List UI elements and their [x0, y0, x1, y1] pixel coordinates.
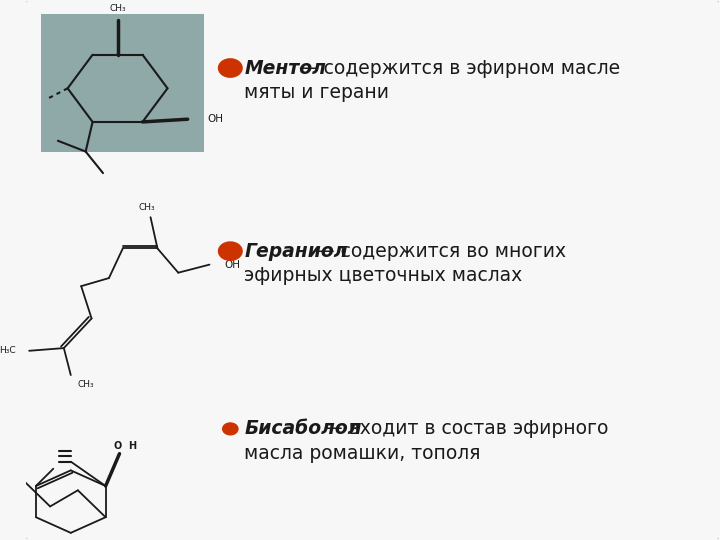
Text: мяты и герани: мяты и герани [244, 83, 390, 102]
FancyBboxPatch shape [41, 14, 204, 152]
Text: эфирных цветочных маслах: эфирных цветочных маслах [244, 266, 523, 285]
Text: — содержится во многих: — содержится во многих [310, 241, 566, 261]
Text: H: H [128, 441, 136, 450]
FancyBboxPatch shape [24, 0, 720, 540]
Text: Гераниол: Гераниол [244, 241, 348, 261]
Text: — содержится в эфирном масле: — содержится в эфирном масле [293, 58, 621, 78]
Text: OH: OH [225, 260, 240, 269]
Text: — входит в состав эфирного: — входит в состав эфирного [318, 420, 608, 438]
Text: H₃C: H₃C [0, 346, 15, 355]
Circle shape [218, 242, 242, 260]
Text: CH₃: CH₃ [109, 4, 126, 14]
Circle shape [218, 59, 242, 77]
Text: масла ромашки, тополя: масла ромашки, тополя [244, 444, 481, 463]
Text: O: O [114, 441, 122, 450]
Text: Ментол: Ментол [244, 58, 326, 78]
Text: OH: OH [207, 114, 223, 124]
Text: Бисаболол: Бисаболол [244, 420, 361, 438]
Text: CH₃: CH₃ [78, 380, 94, 389]
Text: CH₃: CH₃ [139, 203, 156, 212]
Circle shape [222, 423, 238, 435]
